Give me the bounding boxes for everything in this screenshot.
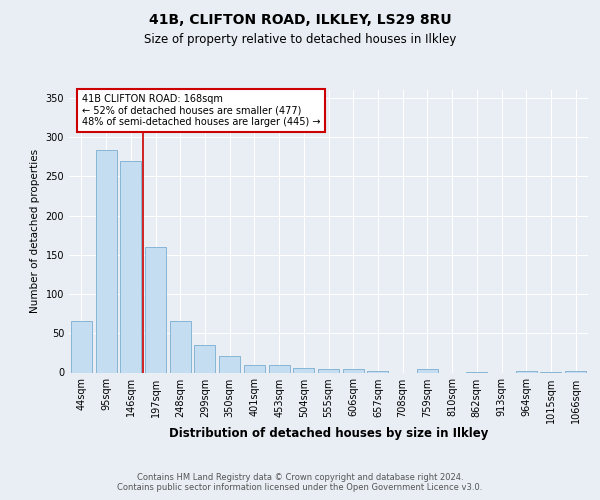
Bar <box>343 370 364 372</box>
Text: 41B, CLIFTON ROAD, ILKLEY, LS29 8RU: 41B, CLIFTON ROAD, ILKLEY, LS29 8RU <box>149 12 451 26</box>
Text: Contains HM Land Registry data © Crown copyright and database right 2024.
Contai: Contains HM Land Registry data © Crown c… <box>118 473 482 492</box>
Bar <box>565 371 586 372</box>
Bar <box>170 322 191 372</box>
Bar <box>516 371 537 372</box>
Bar <box>269 364 290 372</box>
Bar <box>367 371 388 372</box>
Bar <box>120 160 141 372</box>
Bar <box>293 368 314 372</box>
Text: 41B CLIFTON ROAD: 168sqm
← 52% of detached houses are smaller (477)
48% of semi-: 41B CLIFTON ROAD: 168sqm ← 52% of detach… <box>82 94 320 128</box>
Bar <box>145 247 166 372</box>
Bar <box>71 322 92 372</box>
Bar <box>95 150 116 372</box>
Bar <box>194 345 215 372</box>
Bar <box>318 368 339 372</box>
Bar <box>244 364 265 372</box>
Bar <box>219 356 240 372</box>
X-axis label: Distribution of detached houses by size in Ilkley: Distribution of detached houses by size … <box>169 427 488 440</box>
Text: Size of property relative to detached houses in Ilkley: Size of property relative to detached ho… <box>144 32 456 46</box>
Y-axis label: Number of detached properties: Number of detached properties <box>30 149 40 314</box>
Bar <box>417 370 438 372</box>
